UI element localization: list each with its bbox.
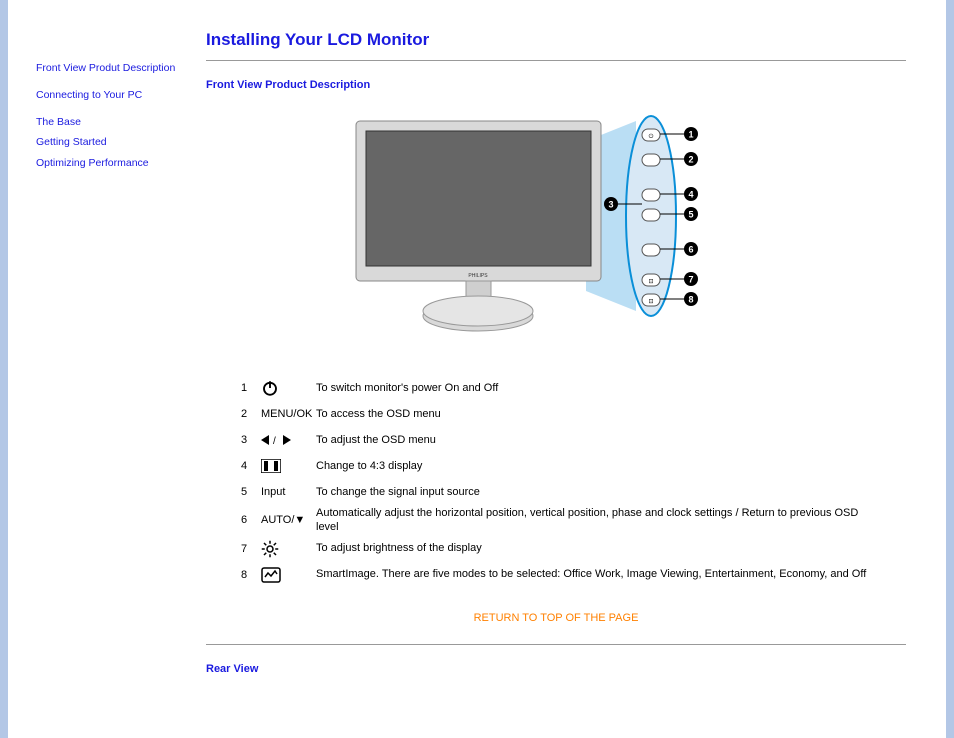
control-row: 4 Change to 4:3 display — [241, 454, 906, 478]
control-number: 3 — [241, 434, 261, 446]
svg-text:/: / — [273, 436, 276, 447]
nav-the-base[interactable]: The Base — [36, 114, 181, 131]
control-row: 7 To adjust brightness of the display — [241, 537, 906, 561]
sidebar-nav: Front View Produt Description Connecting… — [36, 0, 181, 738]
control-number: 6 — [241, 514, 261, 526]
control-icon — [261, 540, 316, 558]
control-icon — [261, 379, 316, 397]
nav-front-view[interactable]: Front View Produt Description — [36, 60, 181, 77]
svg-text:1: 1 — [688, 130, 693, 140]
svg-text:8: 8 — [688, 295, 693, 305]
control-desc: To change the signal input source — [316, 485, 906, 499]
nav-getting-started[interactable]: Getting Started — [36, 134, 181, 151]
control-icon: MENU/OK — [261, 408, 316, 420]
control-desc: To adjust brightness of the display — [316, 541, 906, 555]
page-title: Installing Your LCD Monitor — [206, 30, 906, 50]
left-edge-stripe — [0, 0, 8, 738]
svg-text:4: 4 — [688, 190, 693, 200]
control-icon: / — [261, 433, 316, 447]
control-row: 2MENU/OKTo access the OSD menu — [241, 402, 906, 426]
svg-text:⏻: ⏻ — [649, 133, 654, 140]
main-content: Installing Your LCD Monitor Front View P… — [181, 0, 946, 738]
control-number: 8 — [241, 569, 261, 581]
control-row: 1 To switch monitor's power On and Off — [241, 376, 906, 400]
control-number: 4 — [241, 460, 261, 472]
svg-text:⊡: ⊡ — [648, 299, 653, 305]
control-row: 8 SmartImage. There are five modes to be … — [241, 563, 906, 587]
divider-2 — [206, 644, 906, 645]
control-number: 7 — [241, 543, 261, 555]
control-desc: SmartImage. There are five modes to be s… — [316, 567, 906, 581]
control-desc: To adjust the OSD menu — [316, 433, 906, 447]
nav-optimizing[interactable]: Optimizing Performance — [36, 155, 181, 172]
svg-text:2: 2 — [688, 155, 693, 165]
return-to-top-link[interactable]: RETURN TO TOP OF THE PAGE — [206, 612, 906, 624]
svg-text:⊡: ⊡ — [648, 279, 653, 285]
control-icon — [261, 567, 316, 583]
right-edge-stripe — [946, 0, 954, 738]
control-desc: To switch monitor's power On and Off — [316, 381, 906, 395]
control-number: 5 — [241, 486, 261, 498]
control-desc: Automatically adjust the horizontal posi… — [316, 506, 906, 535]
control-row: 3 / To adjust the OSD menu — [241, 428, 906, 452]
nav-connecting[interactable]: Connecting to Your PC — [36, 87, 181, 104]
section-front-view: Front View Product Description — [206, 79, 906, 91]
control-desc: Change to 4:3 display — [316, 459, 906, 473]
control-icon — [261, 459, 316, 473]
control-icon: Input — [261, 486, 316, 498]
svg-text:5: 5 — [688, 210, 693, 220]
section-rear-view: Rear View — [206, 663, 906, 675]
control-number: 1 — [241, 382, 261, 394]
monitor-illustration: PHILIPS ⏻ ⊡ ⊡ 1 2 3 4 5 6 7 8 — [346, 111, 766, 351]
controls-table: 1 To switch monitor's power On and Off 2ME… — [241, 376, 906, 587]
divider — [206, 60, 906, 61]
svg-text:PHILIPS: PHILIPS — [468, 273, 488, 279]
control-row: 6AUTO/▼Automatically adjust the horizont… — [241, 506, 906, 535]
control-number: 2 — [241, 408, 261, 420]
svg-text:3: 3 — [608, 200, 613, 210]
control-row: 5InputTo change the signal input source — [241, 480, 906, 504]
svg-text:7: 7 — [688, 275, 693, 285]
svg-text:6: 6 — [688, 245, 693, 255]
control-desc: To access the OSD menu — [316, 407, 906, 421]
control-icon: AUTO/▼ — [261, 514, 316, 526]
